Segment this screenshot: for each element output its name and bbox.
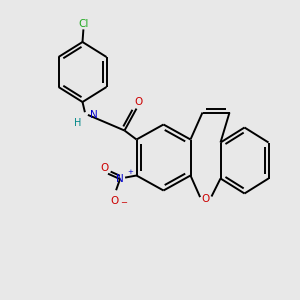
Text: N: N [116,174,124,184]
Text: H: H [74,118,81,128]
Text: O: O [100,163,109,173]
Text: +: + [128,169,134,175]
Text: O: O [110,196,119,206]
Text: O: O [135,97,143,107]
Text: O: O [201,194,210,205]
Text: N: N [90,110,98,120]
Text: −: − [120,199,127,208]
Text: Cl: Cl [79,19,89,29]
